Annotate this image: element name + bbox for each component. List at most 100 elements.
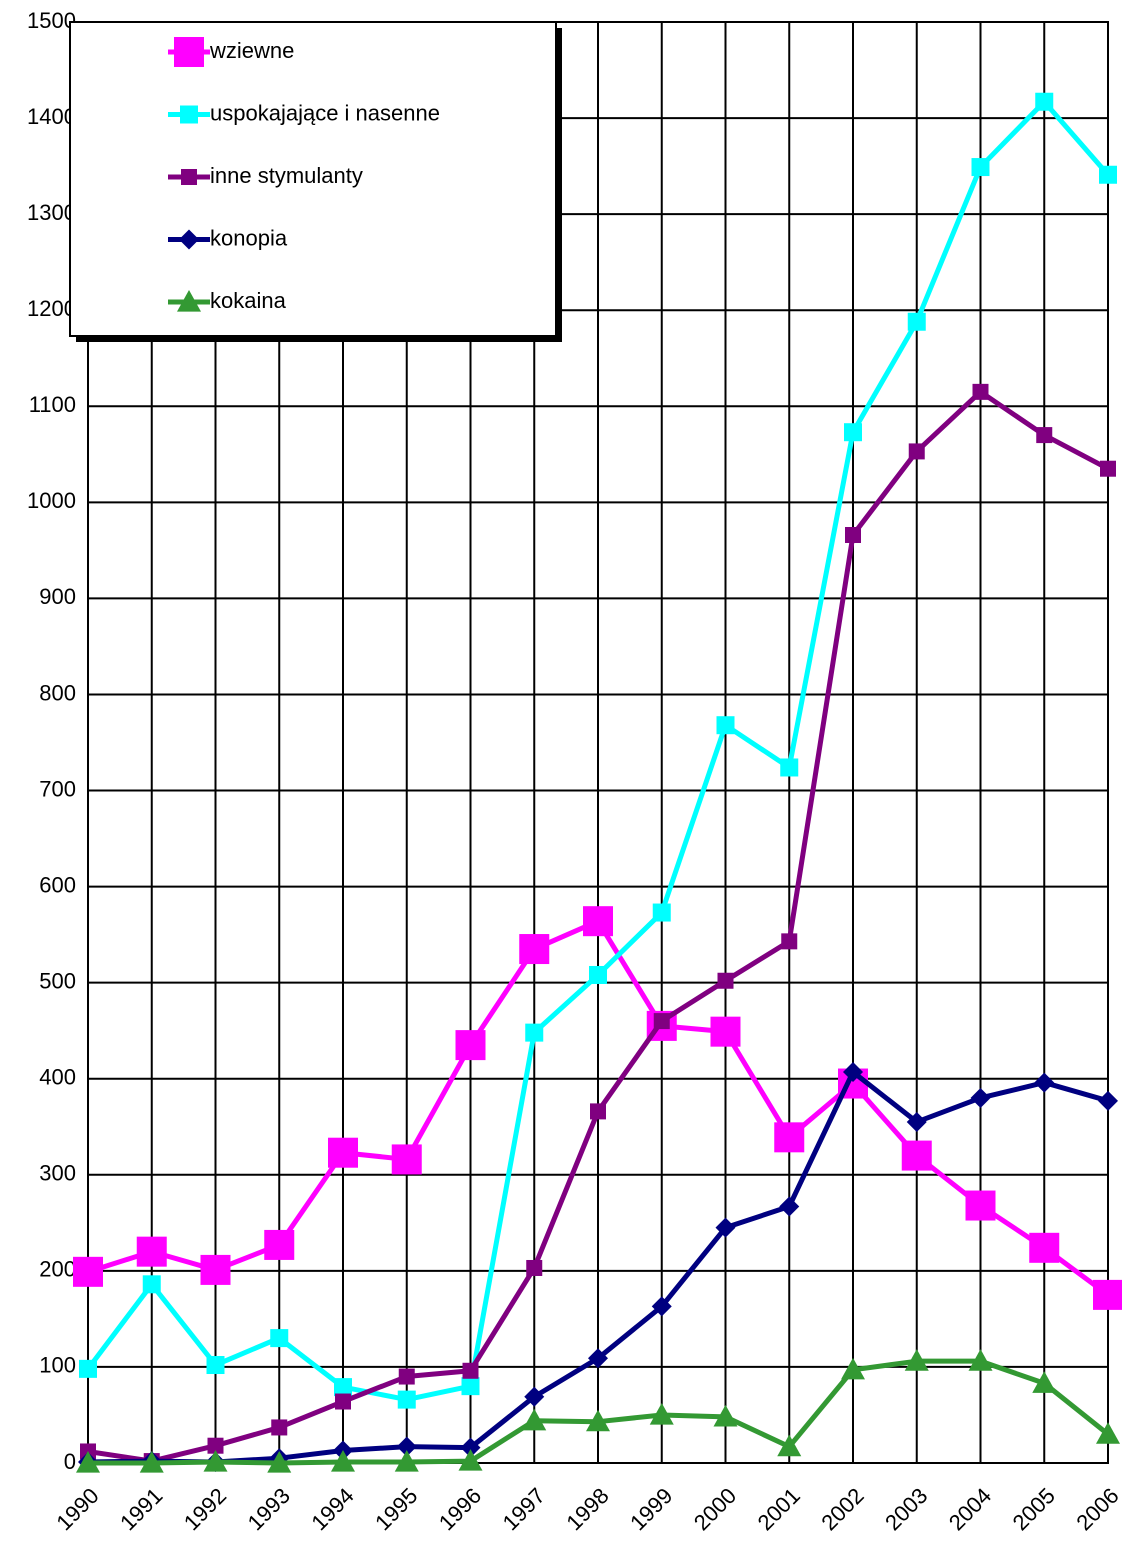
marker <box>461 1377 480 1396</box>
marker <box>462 1362 479 1379</box>
marker <box>1032 1371 1057 1393</box>
marker <box>781 933 798 950</box>
marker <box>1093 1279 1122 1310</box>
marker <box>522 1408 547 1431</box>
marker <box>904 1349 929 1371</box>
marker <box>968 1349 993 1371</box>
marker <box>652 903 671 922</box>
legend-label: uspokajające i nasenne <box>210 100 440 125</box>
marker <box>460 1437 481 1458</box>
marker <box>1029 1232 1060 1263</box>
legend-label: inne stymulanty <box>210 163 363 188</box>
marker <box>519 934 550 965</box>
marker <box>590 1103 606 1120</box>
marker <box>965 1190 996 1221</box>
marker <box>335 1393 351 1410</box>
legend-label: wziewne <box>209 38 294 63</box>
marker <box>970 1087 991 1108</box>
x-tick-label: 2002 <box>816 1483 868 1535</box>
marker <box>398 1368 415 1385</box>
x-tick-label: 1992 <box>179 1483 231 1535</box>
marker <box>458 1449 483 1471</box>
plot-frame <box>87 21 1109 1464</box>
marker <box>716 716 735 735</box>
marker <box>200 1254 231 1285</box>
marker <box>136 1236 167 1267</box>
marker <box>972 383 989 400</box>
marker <box>1098 1090 1118 1111</box>
x-tick-label: 1998 <box>561 1483 613 1535</box>
marker <box>79 1359 97 1378</box>
x-tick-label: 2003 <box>880 1483 932 1535</box>
y-tick-label: 500 <box>39 968 76 993</box>
marker <box>649 1402 674 1425</box>
y-tick-label: 300 <box>39 1161 76 1186</box>
marker <box>653 1013 670 1030</box>
marker <box>207 1437 224 1454</box>
marker <box>142 1275 161 1294</box>
y-tick-label: 600 <box>39 872 76 897</box>
marker <box>270 1329 289 1348</box>
marker <box>396 1436 417 1457</box>
marker <box>710 1016 741 1047</box>
legend-box <box>69 21 557 337</box>
y-tick-label: 800 <box>39 680 76 705</box>
marker <box>1035 92 1054 111</box>
marker <box>455 1030 486 1061</box>
marker <box>264 1229 295 1260</box>
y-tick-label: 100 <box>39 1353 76 1378</box>
marker <box>588 1348 608 1369</box>
marker <box>651 1296 672 1317</box>
marker <box>1099 165 1117 184</box>
marker <box>524 1386 545 1407</box>
x-tick-label: 2000 <box>689 1483 741 1535</box>
marker <box>845 526 861 543</box>
marker <box>841 1357 865 1380</box>
y-tick-label: 200 <box>39 1257 76 1282</box>
x-tick-label: 2001 <box>753 1483 805 1535</box>
marker <box>331 1450 355 1472</box>
y-tick-label: 700 <box>39 776 76 801</box>
marker <box>526 1259 543 1276</box>
y-tick-label: 1300 <box>27 200 76 225</box>
marker <box>394 1450 419 1472</box>
marker <box>715 1217 736 1238</box>
marker <box>779 1196 800 1217</box>
x-tick-label: 1993 <box>243 1483 295 1535</box>
marker <box>174 37 204 67</box>
marker <box>717 972 734 989</box>
y-tick-label: 0 <box>64 1449 76 1474</box>
marker <box>843 1062 863 1083</box>
x-tick-label: 1991 <box>115 1483 167 1535</box>
marker <box>971 158 990 177</box>
y-tick-label: 900 <box>39 584 76 609</box>
marker <box>391 1144 422 1175</box>
x-tick-label: 1994 <box>306 1483 358 1535</box>
marker <box>206 1356 225 1375</box>
marker <box>139 1451 164 1473</box>
marker <box>583 906 613 937</box>
y-tick-label: 1200 <box>27 296 76 321</box>
marker <box>271 1419 288 1436</box>
marker <box>1036 427 1053 444</box>
marker <box>906 1111 927 1132</box>
marker <box>180 105 198 124</box>
x-tick-label: 1995 <box>370 1483 422 1535</box>
y-tick-label: 400 <box>39 1065 76 1090</box>
marker <box>1034 1072 1055 1093</box>
marker <box>774 1122 805 1153</box>
marker <box>203 1450 228 1472</box>
marker <box>907 312 926 331</box>
marker <box>901 1140 932 1171</box>
marker <box>177 290 201 312</box>
x-tick-label: 1999 <box>625 1483 677 1535</box>
y-tick-label: 1100 <box>29 392 76 417</box>
marker <box>397 1390 416 1409</box>
marker <box>334 1378 352 1397</box>
x-tick-label: 2005 <box>1008 1483 1060 1535</box>
marker <box>525 1023 544 1042</box>
marker <box>844 423 862 442</box>
legend-label: konopia <box>210 225 288 250</box>
marker <box>267 1451 292 1473</box>
